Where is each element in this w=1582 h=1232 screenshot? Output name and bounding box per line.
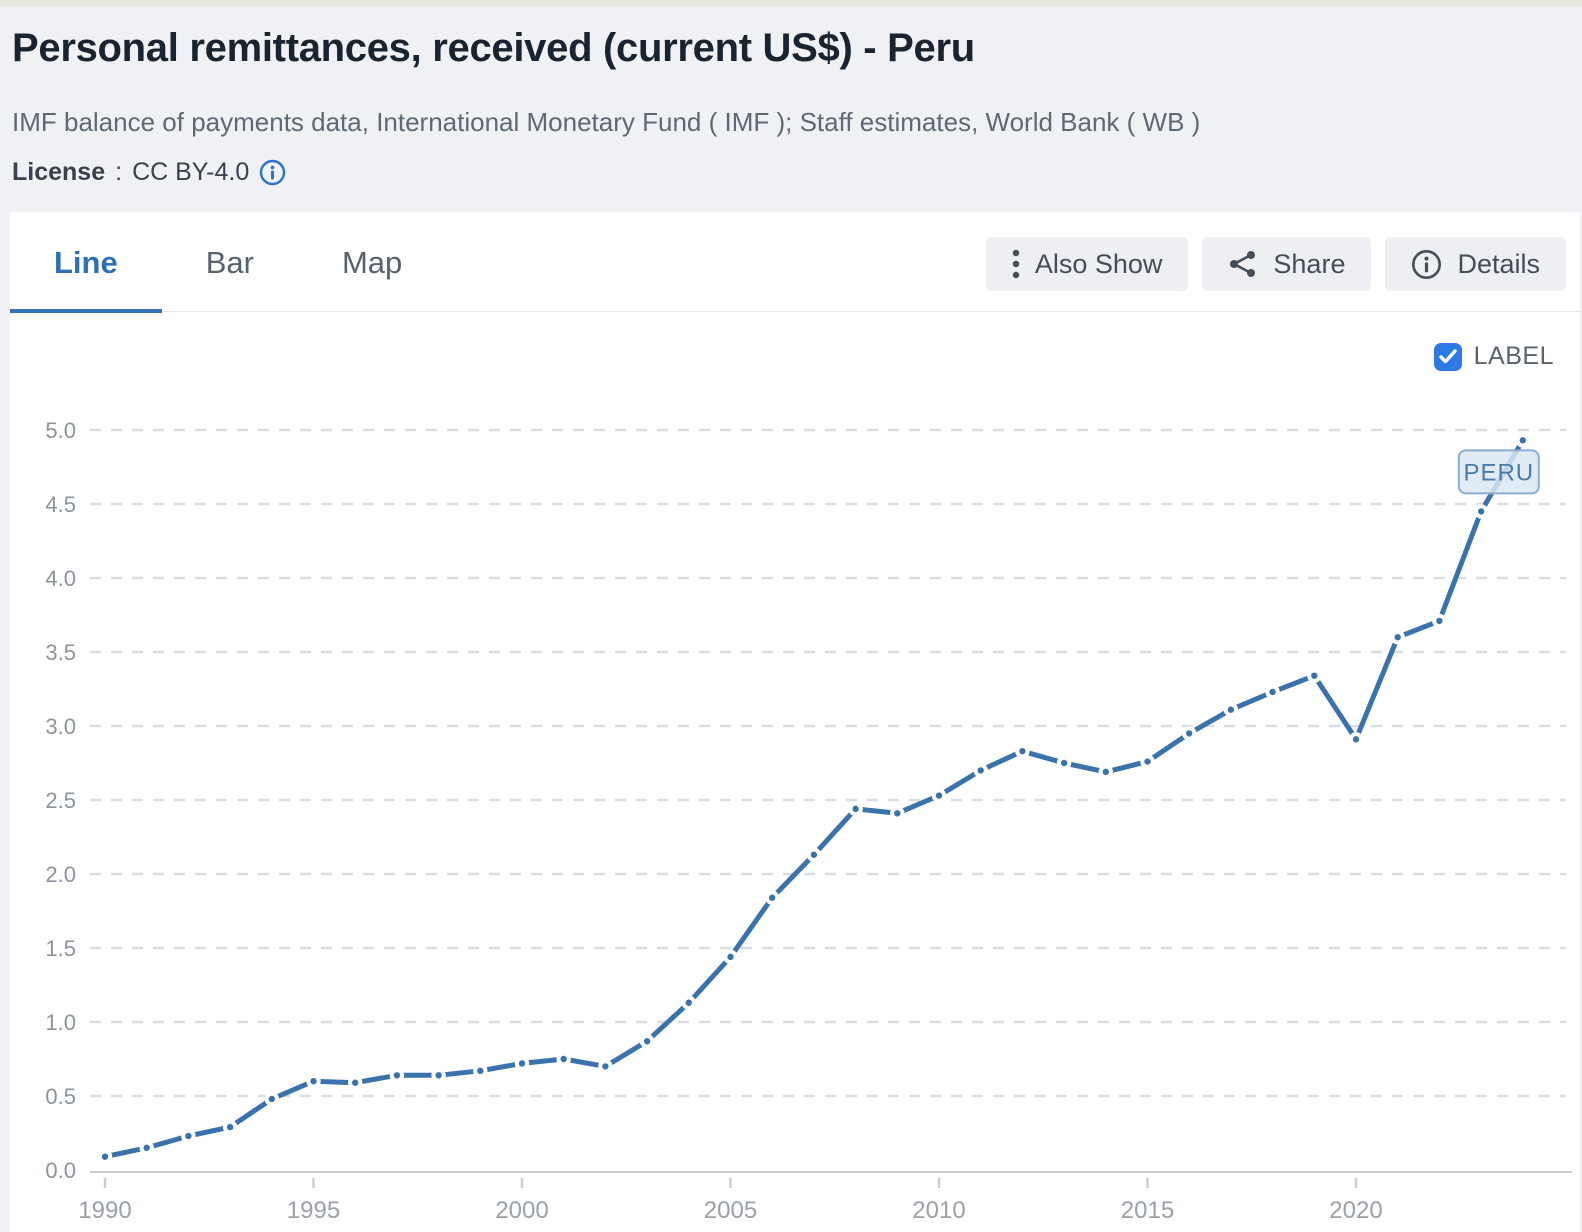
tab-bar[interactable]: Bar	[205, 245, 254, 280]
details-label: Details	[1457, 248, 1540, 279]
data-point[interactable]	[264, 1091, 279, 1107]
data-point[interactable]	[1348, 732, 1364, 747]
x-tick-label: 2005	[704, 1197, 757, 1224]
license-separator: :	[115, 158, 123, 186]
y-tick-label: 5.0	[45, 418, 76, 443]
y-tick-label: 4.5	[45, 492, 76, 517]
source-note: IMF balance of payments data, Internatio…	[12, 107, 1201, 137]
x-tick-label: 2020	[1329, 1197, 1382, 1224]
data-point[interactable]	[181, 1128, 196, 1144]
data-point[interactable]	[1515, 433, 1531, 448]
y-tick-label: 3.0	[45, 714, 76, 739]
data-point[interactable]	[97, 1149, 113, 1164]
data-point[interactable]	[681, 995, 696, 1010]
label-checkbox[interactable]	[1433, 342, 1462, 371]
also-show-button[interactable]: Also Show	[985, 237, 1189, 291]
series-end-label-box[interactable]	[1457, 449, 1540, 495]
chart-type-tabbar: Line Bar Map Also Show	[10, 212, 1580, 313]
also-show-label: Also Show	[1034, 248, 1163, 279]
data-point[interactable]	[431, 1068, 446, 1083]
license-row: License : CC BY-4.0	[12, 138, 1562, 188]
data-point[interactable]	[1473, 504, 1489, 519]
toolbar: Also Show Share	[985, 237, 1566, 291]
series-end-label: PERU	[1463, 459, 1534, 486]
page-header: Personal remittances, received (current …	[0, 6, 1582, 188]
data-point[interactable]	[1223, 702, 1239, 717]
data-point[interactable]	[222, 1119, 238, 1135]
data-point[interactable]	[1140, 754, 1155, 769]
data-point[interactable]	[556, 1051, 571, 1067]
chart-card: Line Bar Map Also Show	[10, 212, 1580, 1232]
tab-map[interactable]: Map	[341, 245, 403, 280]
data-point[interactable]	[1056, 755, 1072, 771]
line-chart: 0.0 0.5 1.0 1.5 2.0 2.5 3.0 3.5 4.0 4.5 5.0 1990 199…	[45, 418, 1572, 1224]
data-point[interactable]	[389, 1068, 405, 1083]
license-info-icon[interactable]	[259, 159, 286, 186]
chart-area: 0.0 0.5 1.0 1.5 2.0 2.5 3.0 3.5 4.0 4.5 5.0 1990 199…	[10, 312, 1580, 1231]
data-point[interactable]	[139, 1140, 154, 1155]
viewport-top-strip	[0, 0, 1582, 6]
y-tick-label: 1.0	[45, 1010, 76, 1035]
y-tick-label: 0.5	[45, 1084, 76, 1109]
details-button[interactable]: Details	[1385, 237, 1566, 291]
data-point[interactable]	[1390, 630, 1405, 645]
share-label: Share	[1273, 248, 1346, 279]
data-point[interactable]	[1182, 726, 1197, 741]
share-button[interactable]: Share	[1202, 237, 1372, 291]
kebab-menu-icon	[1012, 247, 1020, 281]
x-tick-label: 2015	[1121, 1197, 1174, 1224]
series-line	[102, 437, 1526, 1160]
data-point[interactable]	[306, 1074, 321, 1089]
share-icon	[1228, 249, 1258, 279]
data-point[interactable]	[473, 1063, 488, 1079]
data-point[interactable]	[806, 847, 822, 862]
license-label: License	[12, 158, 106, 186]
data-point[interactable]	[1432, 613, 1447, 629]
license-value: CC BY-4.0	[132, 158, 250, 186]
label-toggle-row: LABEL	[1433, 342, 1554, 371]
data-point[interactable]	[1307, 668, 1322, 683]
data-point[interactable]	[348, 1075, 363, 1090]
data-point[interactable]	[598, 1059, 613, 1074]
data-point[interactable]	[1015, 743, 1030, 759]
y-tick-label: 3.5	[45, 640, 76, 665]
data-point[interactable]	[1098, 764, 1114, 780]
page-title: Personal remittances, received (current …	[12, 26, 975, 70]
data-point[interactable]	[848, 801, 863, 817]
data-point[interactable]	[765, 890, 780, 905]
data-point[interactable]	[890, 806, 905, 821]
y-tick-label: 1.5	[45, 936, 76, 961]
label-checkbox-text: LABEL	[1473, 342, 1554, 370]
y-tick-label: 0.0	[45, 1158, 76, 1183]
x-tick-label: 2000	[495, 1197, 548, 1224]
x-tick-label: 1995	[287, 1197, 340, 1224]
tab-line[interactable]: Line	[10, 245, 162, 313]
data-point[interactable]	[931, 788, 947, 803]
y-tick-label: 2.5	[45, 788, 76, 813]
data-point[interactable]	[639, 1034, 655, 1049]
data-point[interactable]	[514, 1056, 530, 1071]
y-tick-label: 4.0	[45, 566, 76, 591]
y-tick-label: 2.0	[45, 862, 76, 887]
x-tick-label: 2010	[912, 1197, 965, 1224]
data-point[interactable]	[1265, 684, 1280, 700]
details-info-icon	[1411, 249, 1442, 280]
data-point[interactable]	[723, 949, 738, 965]
data-point[interactable]	[973, 763, 988, 778]
x-tick-label: 1990	[78, 1197, 131, 1224]
